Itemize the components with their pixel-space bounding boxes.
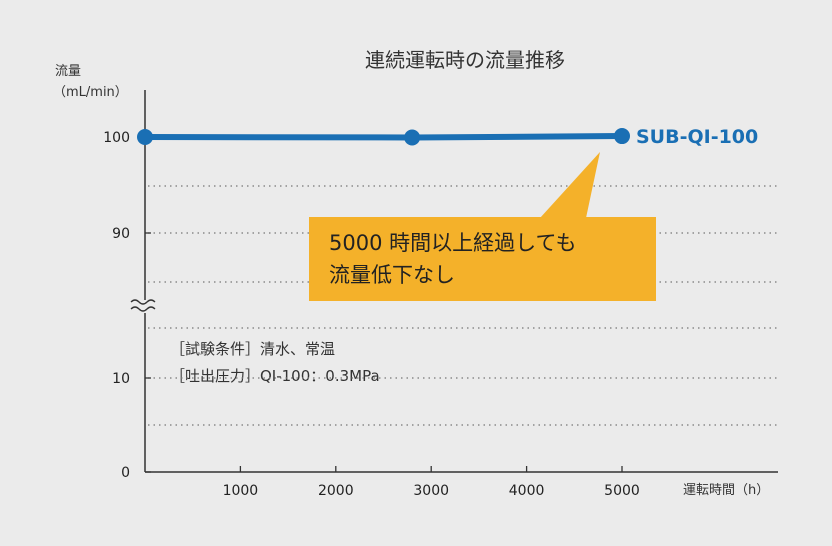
axis-break-mark-2 xyxy=(130,306,156,312)
y-tick-label-10: 10 xyxy=(112,371,130,387)
x-axis-label: 運転時間（h） xyxy=(683,483,769,498)
y-axis-label-line2: （mL/min） xyxy=(53,85,128,100)
data-point-0 xyxy=(137,129,153,145)
y-tick-label-0: 0 xyxy=(121,465,130,481)
annotation-callout: 5000 時間以上経過しても 流量低下なし xyxy=(309,217,656,301)
callout-pointer xyxy=(540,152,600,218)
x-tick-label-2000: 2000 xyxy=(318,483,354,499)
conditions-line1: ［試験条件］清水、常温 xyxy=(170,340,335,358)
y-tick-label-90: 90 xyxy=(112,226,130,242)
x-tick-label-4000: 4000 xyxy=(509,483,545,499)
x-tick-label-5000: 5000 xyxy=(604,483,640,499)
x-tick-label-3000: 3000 xyxy=(413,483,449,499)
axis-break-mark-1 xyxy=(130,299,156,305)
callout-line2: 流量低下なし xyxy=(329,263,455,287)
y-axis-label-line1: 流量 xyxy=(55,64,81,79)
x-tick-label-1000: 1000 xyxy=(223,483,259,499)
chart-title: 連続運転時の流量推移 xyxy=(365,48,565,72)
callout-line1: 5000 時間以上経過しても xyxy=(329,231,577,255)
data-point-2 xyxy=(614,128,630,145)
conditions-line2: ［吐出圧力］QI-100：0.3MPa xyxy=(170,367,380,385)
y-tick-label-100: 100 xyxy=(103,130,130,146)
data-point-1 xyxy=(404,129,421,146)
series-line-0 xyxy=(142,133,625,141)
series-label-0: SUB-QI-100 xyxy=(636,126,758,148)
